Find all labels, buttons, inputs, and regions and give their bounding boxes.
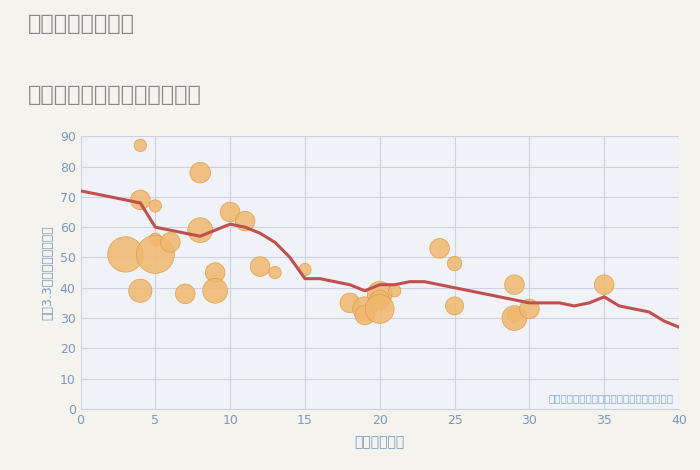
Point (270, 269, 281, 276)
Point (359, 305, 370, 313)
Point (509, 281, 520, 289)
Point (195, 227, 206, 234)
Text: 千葉県野田市柳沢: 千葉県野田市柳沢 (28, 14, 135, 34)
Point (225, 208, 236, 216)
Text: 円の大きさは、取引のあった物件面積を示す: 円の大きさは、取引のあった物件面積を示す (548, 393, 673, 403)
Point (359, 311, 370, 319)
Point (598, 281, 610, 289)
Point (344, 299, 356, 306)
Point (509, 311, 520, 319)
Point (209, 269, 220, 276)
Point (120, 251, 131, 258)
Point (164, 239, 176, 246)
Point (150, 235, 161, 243)
X-axis label: 築年数（年）: 築年数（年） (355, 435, 405, 449)
Point (255, 263, 266, 270)
Point (300, 266, 311, 274)
Point (195, 169, 206, 176)
Point (239, 217, 251, 225)
Text: 築年数別中古マンション価格: 築年数別中古マンション価格 (28, 85, 202, 105)
Point (209, 287, 220, 295)
Point (374, 290, 385, 298)
Point (374, 305, 385, 313)
Point (150, 251, 161, 258)
Point (374, 296, 385, 304)
Point (449, 260, 460, 267)
Point (524, 305, 535, 313)
Point (449, 302, 460, 310)
Point (434, 244, 445, 252)
Point (134, 141, 146, 149)
Point (134, 287, 146, 295)
Point (150, 202, 161, 210)
Point (509, 314, 520, 322)
Point (389, 287, 400, 295)
Point (180, 290, 191, 298)
Point (134, 196, 146, 204)
Y-axis label: 坪（3.3㎡）単価（万円）: 坪（3.3㎡）単価（万円） (41, 225, 54, 320)
